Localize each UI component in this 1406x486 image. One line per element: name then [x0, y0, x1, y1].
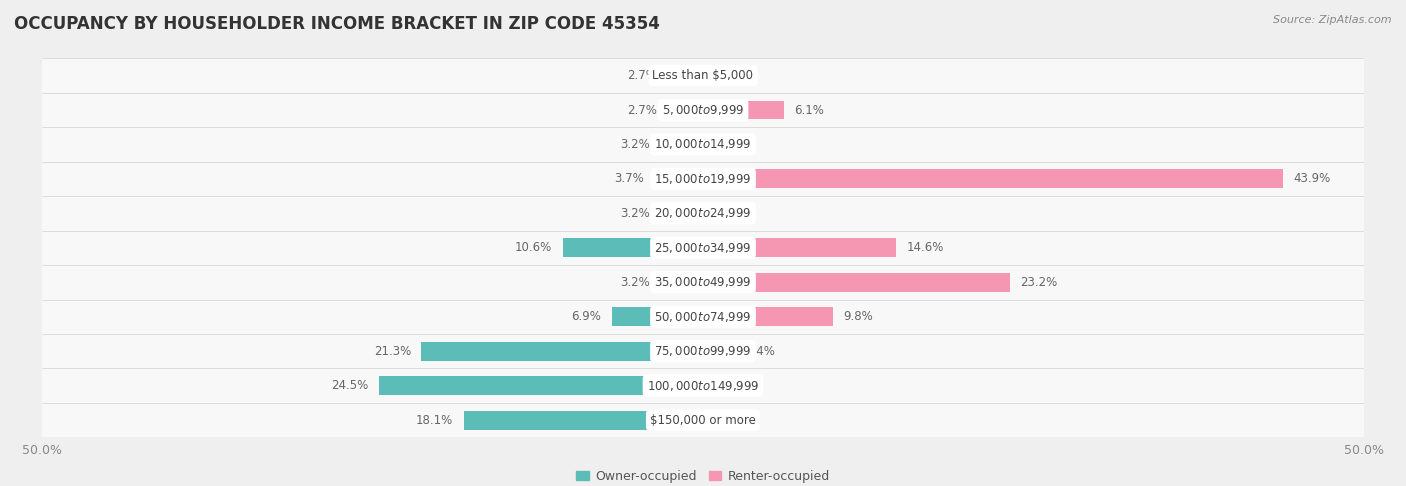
Bar	[42, 127, 1364, 162]
Text: 3.2%: 3.2%	[620, 138, 650, 151]
Text: 0.0%: 0.0%	[714, 414, 744, 427]
Bar	[654, 170, 703, 189]
Text: Less than $5,000: Less than $5,000	[652, 69, 754, 82]
Text: OCCUPANCY BY HOUSEHOLDER INCOME BRACKET IN ZIP CODE 45354: OCCUPANCY BY HOUSEHOLDER INCOME BRACKET …	[14, 15, 659, 33]
Bar	[42, 265, 1364, 299]
Bar	[42, 299, 1364, 334]
Text: 43.9%: 43.9%	[1294, 173, 1331, 186]
Bar	[42, 334, 1364, 368]
Text: 9.8%: 9.8%	[844, 310, 873, 323]
Bar	[42, 93, 1364, 127]
Bar	[661, 273, 703, 292]
Bar	[42, 58, 1364, 93]
Text: Source: ZipAtlas.com: Source: ZipAtlas.com	[1274, 15, 1392, 25]
Text: $5,000 to $9,999: $5,000 to $9,999	[662, 103, 744, 117]
Text: 2.7%: 2.7%	[627, 104, 657, 117]
Bar	[703, 170, 1284, 189]
Text: $15,000 to $19,999: $15,000 to $19,999	[654, 172, 752, 186]
Text: $10,000 to $14,999: $10,000 to $14,999	[654, 138, 752, 152]
Bar	[661, 135, 703, 154]
Text: $35,000 to $49,999: $35,000 to $49,999	[654, 276, 752, 289]
Text: 0.0%: 0.0%	[714, 207, 744, 220]
Text: $75,000 to $99,999: $75,000 to $99,999	[654, 344, 752, 358]
Bar	[422, 342, 703, 361]
Text: 21.3%: 21.3%	[374, 345, 411, 358]
Bar	[562, 239, 703, 258]
Text: 6.1%: 6.1%	[794, 104, 824, 117]
Bar	[668, 101, 703, 120]
Text: 6.9%: 6.9%	[571, 310, 602, 323]
Bar	[661, 204, 703, 223]
Bar	[42, 196, 1364, 231]
Text: 3.2%: 3.2%	[620, 276, 650, 289]
Text: 24.5%: 24.5%	[332, 379, 368, 392]
Text: 2.7%: 2.7%	[627, 69, 657, 82]
Text: 3.2%: 3.2%	[620, 207, 650, 220]
Bar	[703, 273, 1010, 292]
Bar	[612, 307, 703, 326]
Text: 18.1%: 18.1%	[416, 414, 453, 427]
Bar	[42, 403, 1364, 437]
Bar	[703, 307, 832, 326]
Text: $20,000 to $24,999: $20,000 to $24,999	[654, 207, 752, 220]
Text: $100,000 to $149,999: $100,000 to $149,999	[647, 379, 759, 393]
Text: $25,000 to $34,999: $25,000 to $34,999	[654, 241, 752, 255]
Bar	[464, 411, 703, 430]
Text: 0.0%: 0.0%	[714, 69, 744, 82]
Text: 14.6%: 14.6%	[907, 242, 943, 254]
Text: 2.4%: 2.4%	[745, 345, 775, 358]
Text: 3.7%: 3.7%	[614, 173, 644, 186]
Bar	[42, 368, 1364, 403]
Text: 0.0%: 0.0%	[714, 379, 744, 392]
Bar	[668, 66, 703, 85]
Text: 0.0%: 0.0%	[714, 138, 744, 151]
Text: 10.6%: 10.6%	[515, 242, 553, 254]
Bar	[703, 239, 896, 258]
Bar	[380, 376, 703, 395]
Text: $50,000 to $74,999: $50,000 to $74,999	[654, 310, 752, 324]
Bar	[703, 101, 783, 120]
Text: 23.2%: 23.2%	[1021, 276, 1057, 289]
Bar	[42, 231, 1364, 265]
Text: $150,000 or more: $150,000 or more	[650, 414, 756, 427]
Bar	[42, 162, 1364, 196]
Legend: Owner-occupied, Renter-occupied: Owner-occupied, Renter-occupied	[571, 465, 835, 486]
Bar	[703, 342, 735, 361]
